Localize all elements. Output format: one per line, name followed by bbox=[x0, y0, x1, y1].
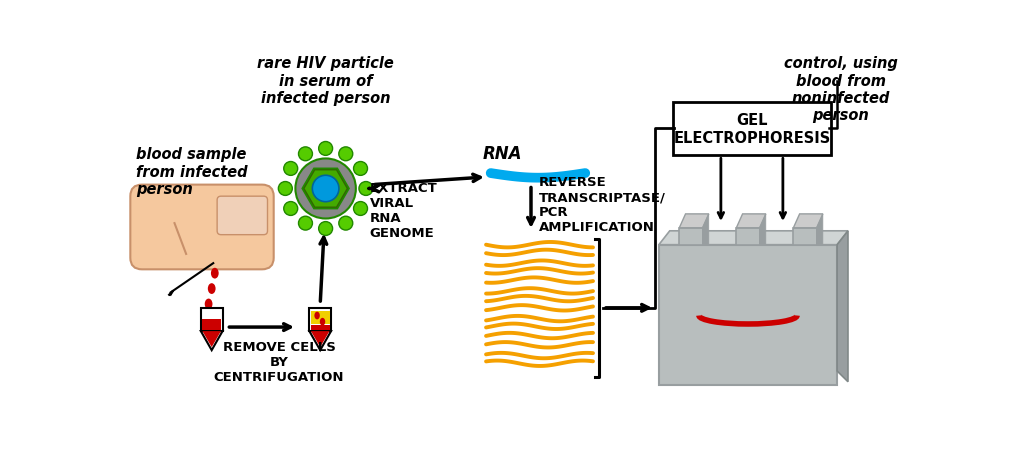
Polygon shape bbox=[658, 231, 848, 245]
FancyBboxPatch shape bbox=[736, 228, 760, 245]
Circle shape bbox=[312, 176, 339, 202]
Polygon shape bbox=[817, 214, 823, 245]
FancyBboxPatch shape bbox=[203, 320, 221, 330]
Circle shape bbox=[353, 162, 368, 176]
Text: blood sample
from infected
person: blood sample from infected person bbox=[136, 147, 248, 197]
Text: RNA: RNA bbox=[483, 144, 522, 162]
Ellipse shape bbox=[208, 283, 216, 294]
Circle shape bbox=[339, 217, 352, 231]
Polygon shape bbox=[311, 331, 330, 347]
Circle shape bbox=[284, 202, 298, 216]
Ellipse shape bbox=[314, 312, 319, 320]
Ellipse shape bbox=[319, 318, 326, 326]
Polygon shape bbox=[794, 214, 823, 228]
Polygon shape bbox=[679, 214, 709, 228]
Text: control, using
blood from
noninfected
person: control, using blood from noninfected pe… bbox=[784, 56, 898, 123]
Polygon shape bbox=[838, 231, 848, 382]
Polygon shape bbox=[309, 331, 331, 350]
FancyBboxPatch shape bbox=[673, 103, 830, 156]
Circle shape bbox=[299, 217, 312, 231]
Circle shape bbox=[339, 147, 352, 162]
FancyBboxPatch shape bbox=[130, 185, 273, 270]
FancyBboxPatch shape bbox=[217, 197, 267, 235]
Text: rare HIV particle
in serum of
infected person: rare HIV particle in serum of infected p… bbox=[257, 56, 394, 106]
Polygon shape bbox=[702, 214, 709, 245]
Polygon shape bbox=[736, 214, 766, 228]
FancyBboxPatch shape bbox=[201, 308, 222, 331]
Circle shape bbox=[353, 202, 368, 216]
Ellipse shape bbox=[205, 299, 212, 310]
Circle shape bbox=[295, 159, 356, 219]
FancyBboxPatch shape bbox=[658, 245, 838, 385]
Ellipse shape bbox=[211, 268, 219, 279]
Circle shape bbox=[318, 142, 333, 156]
Polygon shape bbox=[201, 331, 222, 350]
Polygon shape bbox=[760, 214, 766, 245]
Circle shape bbox=[318, 222, 333, 236]
Circle shape bbox=[359, 182, 373, 196]
FancyBboxPatch shape bbox=[679, 228, 702, 245]
FancyBboxPatch shape bbox=[794, 228, 817, 245]
FancyBboxPatch shape bbox=[311, 326, 330, 331]
FancyBboxPatch shape bbox=[311, 311, 330, 324]
Text: EXTRACT
VIRAL
RNA
GENOME: EXTRACT VIRAL RNA GENOME bbox=[370, 182, 437, 239]
Circle shape bbox=[279, 182, 292, 196]
Circle shape bbox=[284, 162, 298, 176]
Text: REVERSE
TRANSCRIPTASE/
PCR
AMPLIFICATION: REVERSE TRANSCRIPTASE/ PCR AMPLIFICATION bbox=[539, 176, 666, 234]
Text: GEL
ELECTROPHORESIS: GEL ELECTROPHORESIS bbox=[673, 113, 830, 145]
FancyBboxPatch shape bbox=[309, 308, 331, 331]
Polygon shape bbox=[203, 331, 221, 347]
Text: REMOVE CELLS
BY
CENTRIFUGATION: REMOVE CELLS BY CENTRIFUGATION bbox=[214, 340, 344, 383]
Circle shape bbox=[299, 147, 312, 162]
